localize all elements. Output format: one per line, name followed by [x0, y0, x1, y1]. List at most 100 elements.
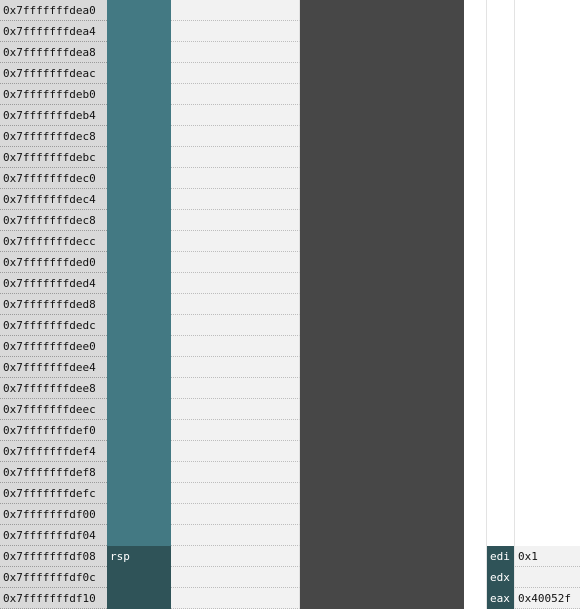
value-cell[interactable] — [171, 147, 300, 168]
address-cell[interactable]: 0x7fffffffdeac — [0, 63, 107, 84]
side-register-value[interactable] — [515, 0, 580, 21]
address-cell[interactable]: 0x7fffffffdea8 — [0, 42, 107, 63]
value-cell[interactable] — [171, 420, 300, 441]
value-cell[interactable] — [171, 0, 300, 21]
address-cell[interactable]: 0x7fffffffdf08 — [0, 546, 107, 567]
value-cell[interactable] — [171, 84, 300, 105]
side-register-value[interactable] — [515, 336, 580, 357]
value-cell-dark[interactable] — [300, 483, 464, 504]
address-cell[interactable]: 0x7fffffffdee4 — [0, 357, 107, 378]
memory-row[interactable]: 0x7fffffffdef4 — [0, 441, 580, 462]
value-cell-dark[interactable] — [300, 504, 464, 525]
memory-row[interactable]: 0x7fffffffdec0 — [0, 168, 580, 189]
memory-row[interactable]: 0x7fffffffdeb0 — [0, 84, 580, 105]
value-cell-dark[interactable] — [300, 210, 464, 231]
value-cell-dark[interactable] — [300, 168, 464, 189]
value-cell-dark[interactable] — [300, 231, 464, 252]
value-cell[interactable] — [171, 441, 300, 462]
memory-row[interactable]: 0x7fffffffdf0c edx — [0, 567, 580, 588]
address-cell[interactable]: 0x7fffffffdf00 — [0, 504, 107, 525]
address-cell[interactable]: 0x7fffffffdefc — [0, 483, 107, 504]
address-cell[interactable]: 0x7fffffffdebc — [0, 147, 107, 168]
value-cell[interactable] — [171, 567, 300, 588]
value-cell[interactable] — [171, 357, 300, 378]
value-cell[interactable] — [171, 168, 300, 189]
value-cell[interactable] — [171, 231, 300, 252]
side-register-value[interactable] — [515, 462, 580, 483]
side-register-value[interactable] — [515, 147, 580, 168]
value-cell-dark[interactable] — [300, 567, 464, 588]
address-cell[interactable]: 0x7fffffffdeb0 — [0, 84, 107, 105]
memory-row[interactable]: 0x7fffffffdef8 — [0, 462, 580, 483]
value-cell-dark[interactable] — [300, 105, 464, 126]
address-cell[interactable]: 0x7fffffffdea4 — [0, 21, 107, 42]
side-register-value[interactable] — [515, 273, 580, 294]
value-cell-dark[interactable] — [300, 21, 464, 42]
side-register-value[interactable] — [515, 294, 580, 315]
address-cell[interactable]: 0x7fffffffded8 — [0, 294, 107, 315]
side-register-value[interactable] — [515, 567, 580, 588]
address-cell[interactable]: 0x7fffffffdeb4 — [0, 105, 107, 126]
value-cell-dark[interactable] — [300, 336, 464, 357]
address-cell[interactable]: 0x7fffffffdef8 — [0, 462, 107, 483]
value-cell[interactable] — [171, 273, 300, 294]
side-register-value[interactable] — [515, 168, 580, 189]
memory-row[interactable]: 0x7fffffffdf04 — [0, 525, 580, 546]
side-register-value[interactable] — [515, 126, 580, 147]
address-cell[interactable]: 0x7fffffffded0 — [0, 252, 107, 273]
memory-row[interactable]: 0x7fffffffdec4 — [0, 189, 580, 210]
side-register-value[interactable] — [515, 21, 580, 42]
memory-row[interactable]: 0x7fffffffdefc — [0, 483, 580, 504]
value-cell[interactable] — [171, 42, 300, 63]
address-cell[interactable]: 0x7fffffffdee8 — [0, 378, 107, 399]
value-cell[interactable] — [171, 126, 300, 147]
address-cell[interactable]: 0x7fffffffdec0 — [0, 168, 107, 189]
value-cell[interactable] — [171, 483, 300, 504]
side-register-value[interactable] — [515, 399, 580, 420]
value-cell[interactable] — [171, 336, 300, 357]
address-cell[interactable]: 0x7fffffffdea0 — [0, 0, 107, 21]
address-cell[interactable]: 0x7fffffffdecc — [0, 231, 107, 252]
value-cell-dark[interactable] — [300, 42, 464, 63]
memory-row[interactable]: 0x7fffffffdebc — [0, 147, 580, 168]
address-cell[interactable]: 0x7fffffffdef0 — [0, 420, 107, 441]
memory-row[interactable]: 0x7fffffffded4 — [0, 273, 580, 294]
value-cell-dark[interactable] — [300, 441, 464, 462]
memory-row[interactable]: 0x7fffffffdedc — [0, 315, 580, 336]
side-register-value[interactable] — [515, 525, 580, 546]
value-cell-dark[interactable] — [300, 189, 464, 210]
address-cell[interactable]: 0x7fffffffdedc — [0, 315, 107, 336]
memory-row[interactable]: 0x7fffffffdea8 — [0, 42, 580, 63]
side-register-value[interactable] — [515, 357, 580, 378]
side-register-value[interactable] — [515, 441, 580, 462]
memory-row[interactable]: 0x7fffffffdecc — [0, 231, 580, 252]
address-cell[interactable]: 0x7fffffffdf0c — [0, 567, 107, 588]
side-register-value[interactable] — [515, 105, 580, 126]
value-cell[interactable] — [171, 588, 300, 609]
side-register-value[interactable] — [515, 189, 580, 210]
value-cell[interactable] — [171, 189, 300, 210]
address-cell[interactable]: 0x7fffffffdf04 — [0, 525, 107, 546]
value-cell[interactable] — [171, 315, 300, 336]
value-cell-dark[interactable] — [300, 357, 464, 378]
value-cell-dark[interactable] — [300, 0, 464, 21]
side-register-value[interactable] — [515, 210, 580, 231]
value-cell[interactable] — [171, 294, 300, 315]
address-cell[interactable]: 0x7fffffffdec8 — [0, 126, 107, 147]
side-register-value[interactable] — [515, 420, 580, 441]
memory-row[interactable]: 0x7fffffffdf10 eax 0x40052f — [0, 588, 580, 609]
value-cell[interactable] — [171, 63, 300, 84]
side-register-value[interactable] — [515, 63, 580, 84]
memory-row[interactable]: 0x7fffffffdea0 — [0, 0, 580, 21]
memory-row[interactable]: 0x7fffffffdf08 rsp edi 0x1 — [0, 546, 580, 567]
value-cell-dark[interactable] — [300, 84, 464, 105]
value-cell-dark[interactable] — [300, 315, 464, 336]
memory-row[interactable]: 0x7fffffffdeec — [0, 399, 580, 420]
address-cell[interactable]: 0x7fffffffdef4 — [0, 441, 107, 462]
side-register-value[interactable] — [515, 42, 580, 63]
memory-row[interactable]: 0x7fffffffded0 — [0, 252, 580, 273]
memory-row[interactable]: 0x7fffffffdec8 — [0, 210, 580, 231]
side-register-value[interactable] — [515, 378, 580, 399]
address-cell[interactable]: 0x7fffffffdf10 — [0, 588, 107, 609]
memory-row[interactable]: 0x7fffffffdeb4 — [0, 105, 580, 126]
